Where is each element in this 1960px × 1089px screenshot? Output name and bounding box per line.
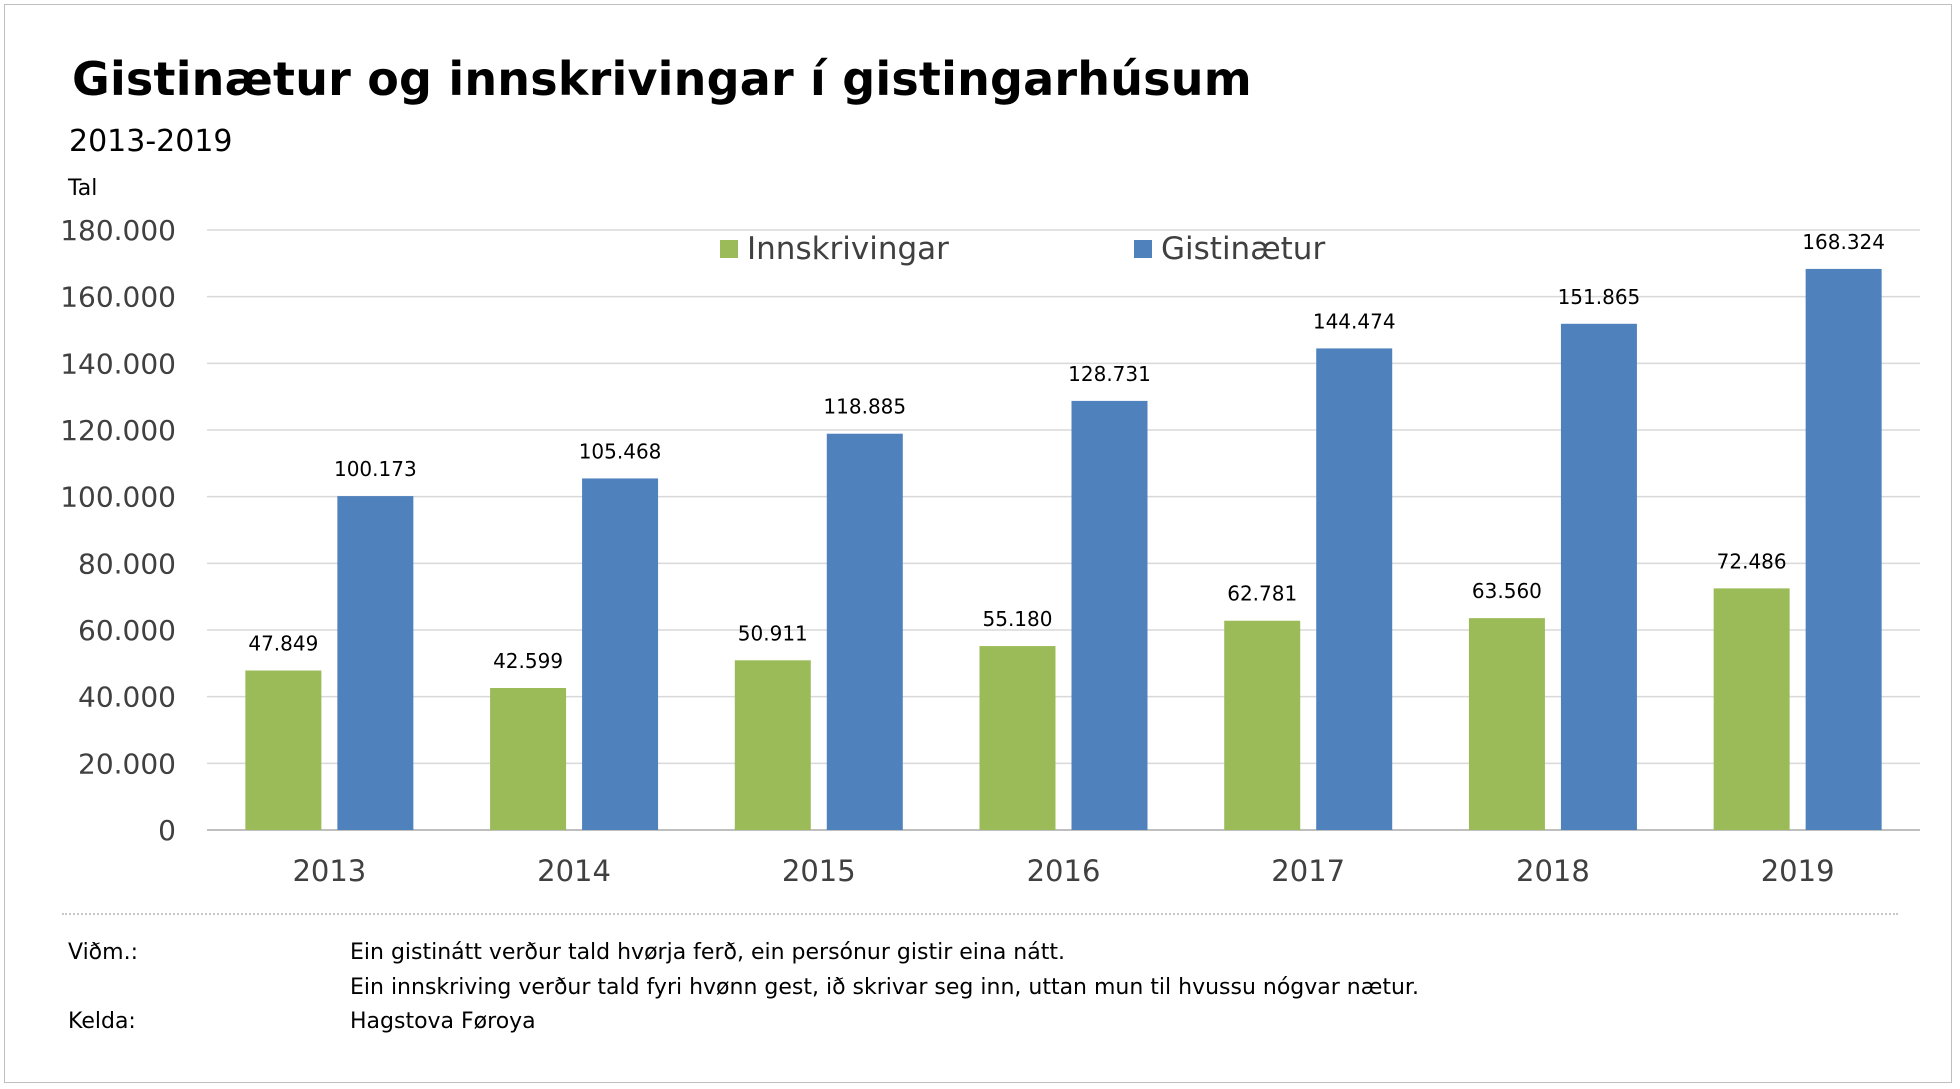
data-label-innskrivingar-2017: 62.781 — [1227, 582, 1297, 606]
data-label-gistinætur-2019: 168.324 — [1802, 230, 1885, 254]
legend-swatch-gistinætur — [1134, 240, 1152, 258]
x-tick-label: 2014 — [537, 854, 611, 888]
bar-gistinætur-2017 — [1316, 348, 1393, 830]
remark-key: Viðm.: — [68, 940, 138, 965]
bars — [245, 268, 1882, 830]
y-tick-label: 160.000 — [60, 281, 176, 314]
x-tick-label: 2017 — [1271, 854, 1345, 888]
y-tick-label: 60.000 — [78, 614, 176, 647]
bar-innskrivingar-2019 — [1713, 588, 1790, 830]
bar-innskrivingar-2014 — [490, 688, 567, 830]
bar-gistinætur-2019 — [1805, 268, 1882, 830]
data-label-innskrivingar-2013: 47.849 — [248, 632, 318, 656]
source-value: Hagstova Føroya — [350, 1009, 536, 1034]
legend: Innskrivingar Gistinætur — [720, 231, 1325, 267]
x-tick-label: 2016 — [1027, 854, 1101, 888]
data-label-innskrivingar-2014: 42.599 — [493, 649, 563, 673]
footer-separator — [62, 913, 1898, 915]
bar-innskrivingar-2017 — [1224, 620, 1301, 830]
remark-line-2: Ein innskriving verður tald fyri hvønn g… — [350, 975, 1419, 1000]
chart-subtitle: 2013-2019 — [69, 124, 233, 159]
bar-innskrivingar-2015 — [734, 660, 811, 830]
chart-title: Gistinætur og innskrivingar í gistingarh… — [72, 52, 1252, 106]
data-label-innskrivingar-2018: 63.560 — [1472, 579, 1542, 603]
data-label-gistinætur-2016: 128.731 — [1068, 362, 1151, 386]
legend-label-innskrivingar: Innskrivingar — [747, 231, 949, 267]
bar-innskrivingar-2018 — [1468, 618, 1545, 830]
y-tick-label: 80.000 — [78, 547, 176, 580]
x-tick-label: 2018 — [1516, 854, 1590, 888]
bar-gistinætur-2015 — [826, 433, 903, 830]
gridlines — [207, 229, 1920, 831]
data-labels: 47.849 100.173 42.599 105.468 50.911 118.885 5… — [248, 230, 1885, 673]
x-tick-label: 2019 — [1761, 854, 1835, 888]
bar-gistinætur-2016 — [1071, 400, 1148, 830]
data-label-gistinætur-2014: 105.468 — [579, 439, 662, 463]
y-axis-ticks: 0 20.000 40.000 60.000 80.000 100.000 120.000 1… — [60, 214, 176, 847]
y-tick-label: 120.000 — [60, 414, 176, 447]
y-axis-unit-label: Tal — [68, 176, 98, 201]
data-label-gistinætur-2017: 144.474 — [1313, 309, 1396, 333]
data-label-innskrivingar-2015: 50.911 — [738, 621, 808, 645]
chart-frame — [4, 4, 1952, 1083]
x-tick-label: 2013 — [292, 854, 366, 888]
legend-swatch-innskrivingar — [720, 240, 738, 258]
y-tick-label: 20.000 — [78, 747, 176, 780]
bar-gistinætur-2013 — [337, 496, 414, 830]
y-tick-label: 100.000 — [60, 481, 176, 514]
legend-label-gistinætur: Gistinætur — [1161, 231, 1325, 267]
data-label-gistinætur-2018: 151.865 — [1558, 285, 1641, 309]
x-axis-ticks: 2013 2014 2015 2016 2017 2018 2019 — [292, 854, 1834, 888]
bar-innskrivingar-2013 — [245, 670, 322, 830]
data-label-innskrivingar-2016: 55.180 — [983, 607, 1053, 631]
data-label-gistinætur-2013: 100.173 — [334, 457, 417, 481]
y-tick-label: 140.000 — [60, 347, 176, 380]
bar-gistinætur-2018 — [1560, 323, 1637, 830]
bar-chart: 0 20.000 40.000 60.000 80.000 100.000 120.000 1… — [60, 214, 1920, 888]
x-tick-label: 2015 — [782, 854, 856, 888]
y-tick-label: 40.000 — [78, 681, 176, 714]
bar-innskrivingar-2016 — [979, 646, 1056, 830]
data-label-innskrivingar-2019: 72.486 — [1717, 549, 1787, 573]
source-key: Kelda: — [68, 1009, 136, 1034]
remark-line-1: Ein gistinátt verður tald hvørja ferð, e… — [350, 940, 1065, 965]
y-tick-label: 0 — [158, 814, 176, 847]
data-label-gistinætur-2015: 118.885 — [823, 395, 906, 419]
y-tick-label: 180.000 — [60, 214, 176, 247]
bar-gistinætur-2014 — [582, 478, 659, 830]
